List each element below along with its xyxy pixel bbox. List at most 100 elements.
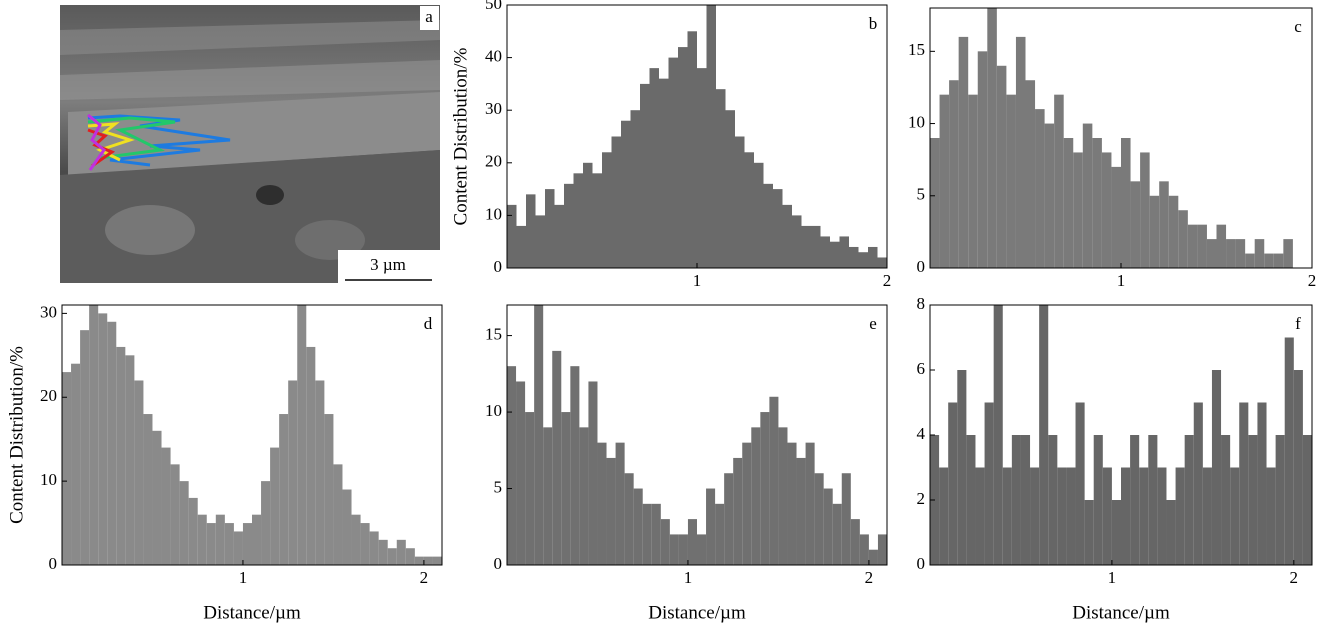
bar bbox=[763, 183, 773, 268]
sem-pit bbox=[256, 185, 284, 205]
bar bbox=[724, 473, 734, 565]
bar bbox=[1216, 224, 1227, 268]
panel-label: f bbox=[1295, 314, 1301, 333]
y-tick-label: 4 bbox=[917, 424, 926, 443]
bar bbox=[987, 8, 997, 268]
y-tick-label: 10 bbox=[908, 112, 925, 131]
bar bbox=[733, 457, 743, 565]
bar bbox=[1063, 138, 1074, 268]
bar bbox=[1302, 435, 1312, 565]
bar bbox=[89, 305, 99, 565]
bar bbox=[324, 414, 334, 565]
bar bbox=[782, 204, 792, 268]
bar bbox=[1206, 239, 1217, 268]
bar bbox=[161, 447, 171, 565]
sem-layer bbox=[60, 20, 440, 55]
bar bbox=[814, 473, 824, 565]
bar bbox=[552, 350, 562, 565]
y-tick-label: 5 bbox=[917, 185, 926, 204]
y-tick-label: 10 bbox=[485, 401, 502, 420]
x-tick-label: 2 bbox=[420, 568, 429, 587]
bar bbox=[333, 464, 343, 565]
bar bbox=[742, 442, 752, 565]
bar bbox=[351, 514, 361, 565]
panel-label: c bbox=[1294, 17, 1302, 36]
bar bbox=[1157, 467, 1167, 565]
bar bbox=[1230, 467, 1240, 565]
bar bbox=[1175, 467, 1185, 565]
bar bbox=[630, 110, 640, 268]
bar bbox=[832, 503, 842, 565]
bar bbox=[957, 370, 967, 565]
x-axis-label: Distance/µm bbox=[648, 602, 746, 623]
bar bbox=[1054, 94, 1064, 269]
bar bbox=[678, 534, 688, 565]
y-tick-label: 8 bbox=[917, 294, 926, 313]
bar bbox=[315, 380, 325, 565]
bar bbox=[877, 257, 887, 268]
bar bbox=[1121, 467, 1131, 565]
bar bbox=[868, 549, 878, 565]
y-tick-label: 40 bbox=[485, 47, 502, 66]
sem-grain bbox=[105, 205, 195, 255]
y-tick-label: 0 bbox=[917, 554, 926, 573]
bar bbox=[561, 412, 571, 565]
bar bbox=[706, 488, 716, 565]
bar bbox=[1130, 181, 1141, 268]
bar bbox=[624, 473, 634, 565]
bar bbox=[1082, 123, 1093, 268]
bar bbox=[1202, 467, 1212, 565]
panel-label: a bbox=[425, 7, 433, 26]
bar bbox=[1187, 224, 1198, 268]
bar bbox=[1102, 467, 1112, 565]
bar bbox=[716, 89, 726, 268]
bar bbox=[242, 523, 252, 565]
chart-panel: 0 2 4 6 8 1 2 f Distance/µm bbox=[917, 294, 1313, 623]
bar bbox=[270, 447, 280, 565]
bar bbox=[414, 556, 424, 565]
eds-line-scan bbox=[87, 113, 231, 171]
y-tick-label: 0 bbox=[917, 257, 926, 276]
bar bbox=[396, 539, 406, 565]
bar bbox=[1226, 239, 1236, 268]
bar bbox=[735, 136, 745, 268]
x-tick-label: 1 bbox=[1117, 271, 1126, 290]
bar bbox=[1035, 109, 1045, 268]
bar bbox=[975, 467, 985, 565]
bar bbox=[1293, 370, 1303, 565]
bar bbox=[233, 531, 243, 565]
bar bbox=[564, 183, 574, 268]
bar bbox=[507, 366, 517, 565]
bar bbox=[534, 305, 544, 565]
bar bbox=[279, 414, 289, 565]
y-tick-label: 0 bbox=[494, 554, 503, 573]
bar bbox=[573, 173, 583, 268]
bar bbox=[188, 497, 198, 565]
scale-bar-bg bbox=[338, 250, 440, 283]
bar bbox=[868, 246, 878, 268]
bar bbox=[206, 523, 216, 565]
bar bbox=[224, 523, 234, 565]
bar bbox=[288, 380, 298, 565]
bar bbox=[197, 514, 207, 565]
bar bbox=[1092, 138, 1102, 268]
bar bbox=[1168, 195, 1179, 268]
y-tick-label: 2 bbox=[917, 489, 926, 508]
bar bbox=[993, 305, 1003, 565]
bar bbox=[1273, 253, 1284, 268]
bar bbox=[649, 68, 659, 269]
sem-image: a 3 µm bbox=[60, 5, 440, 283]
bar bbox=[744, 152, 754, 268]
bar bbox=[62, 372, 72, 565]
bar bbox=[378, 539, 388, 565]
bar bbox=[107, 321, 117, 565]
y-axis-label: Content Distribution/% bbox=[450, 47, 471, 225]
panel-label: b bbox=[869, 14, 878, 33]
bar bbox=[516, 225, 526, 268]
bar bbox=[1130, 435, 1140, 565]
bar bbox=[387, 548, 397, 565]
bar bbox=[621, 120, 631, 268]
bar bbox=[1111, 166, 1121, 268]
x-tick-label: 1 bbox=[684, 568, 693, 587]
bar bbox=[143, 414, 153, 565]
